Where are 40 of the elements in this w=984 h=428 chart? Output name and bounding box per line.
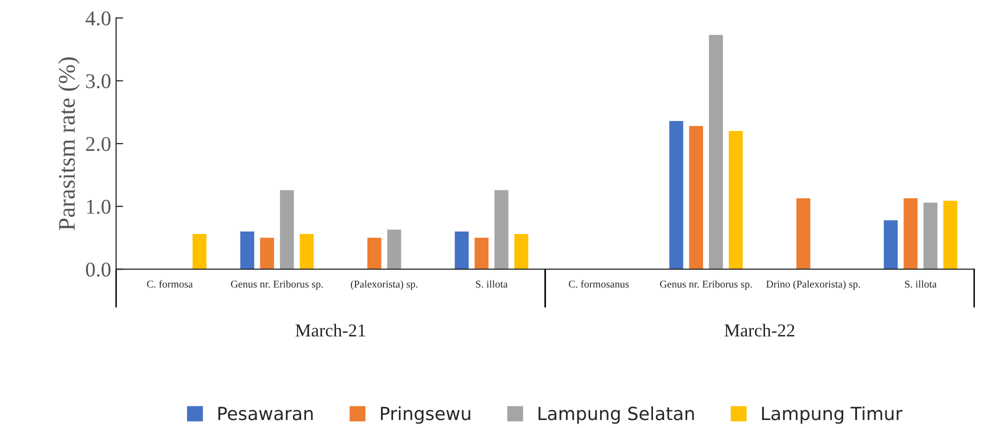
bar xyxy=(454,232,469,270)
bar xyxy=(796,198,810,270)
y-tick-label: 1.0 xyxy=(87,200,110,214)
bar xyxy=(943,200,958,270)
bar xyxy=(884,220,898,270)
bar xyxy=(728,131,743,270)
bar xyxy=(494,190,508,270)
x-tick-label: C. formosa xyxy=(147,280,193,288)
text: March-21 xyxy=(296,324,366,337)
x-tick-label: C. formosanus xyxy=(568,280,629,288)
x-tick-label: S. illota xyxy=(476,280,508,288)
bar xyxy=(260,238,274,270)
bar xyxy=(904,198,918,270)
bar xyxy=(474,238,489,270)
y-tick-label: 4.0 xyxy=(86,11,110,26)
bar xyxy=(240,232,254,270)
y-tick-label: 2.0 xyxy=(86,136,110,152)
x-tick-label: Genus nr. Eriborus sp. xyxy=(660,280,752,290)
bar xyxy=(689,126,704,270)
legend-label: Lampung Timur xyxy=(762,406,903,424)
bar xyxy=(387,230,402,270)
legend-label: Pringsewu xyxy=(380,406,470,424)
x-tick-label: Drino (Palexorista) sp. xyxy=(766,280,860,290)
bar xyxy=(669,120,684,270)
bar xyxy=(300,234,314,270)
legend-label: Lampung Selatan xyxy=(538,406,694,424)
bar xyxy=(923,202,938,270)
bar xyxy=(367,238,382,270)
bar xyxy=(514,234,528,270)
x-tick-label: (Palexorista) sp. xyxy=(350,280,418,290)
y-axis-title: Parasitsm rate (%) xyxy=(58,57,80,230)
x-tick-label: S. illota xyxy=(905,280,937,288)
bar xyxy=(280,190,294,270)
text: March-22 xyxy=(724,324,794,337)
y-tick-label: 0.0 xyxy=(86,262,110,277)
y-tick-label: 3.0 xyxy=(86,74,110,88)
bar xyxy=(192,234,206,270)
bar xyxy=(708,34,723,270)
legend-label: Pesawaran xyxy=(218,406,313,420)
x-tick-label: Genus nr. Eriborus sp. xyxy=(230,280,323,290)
